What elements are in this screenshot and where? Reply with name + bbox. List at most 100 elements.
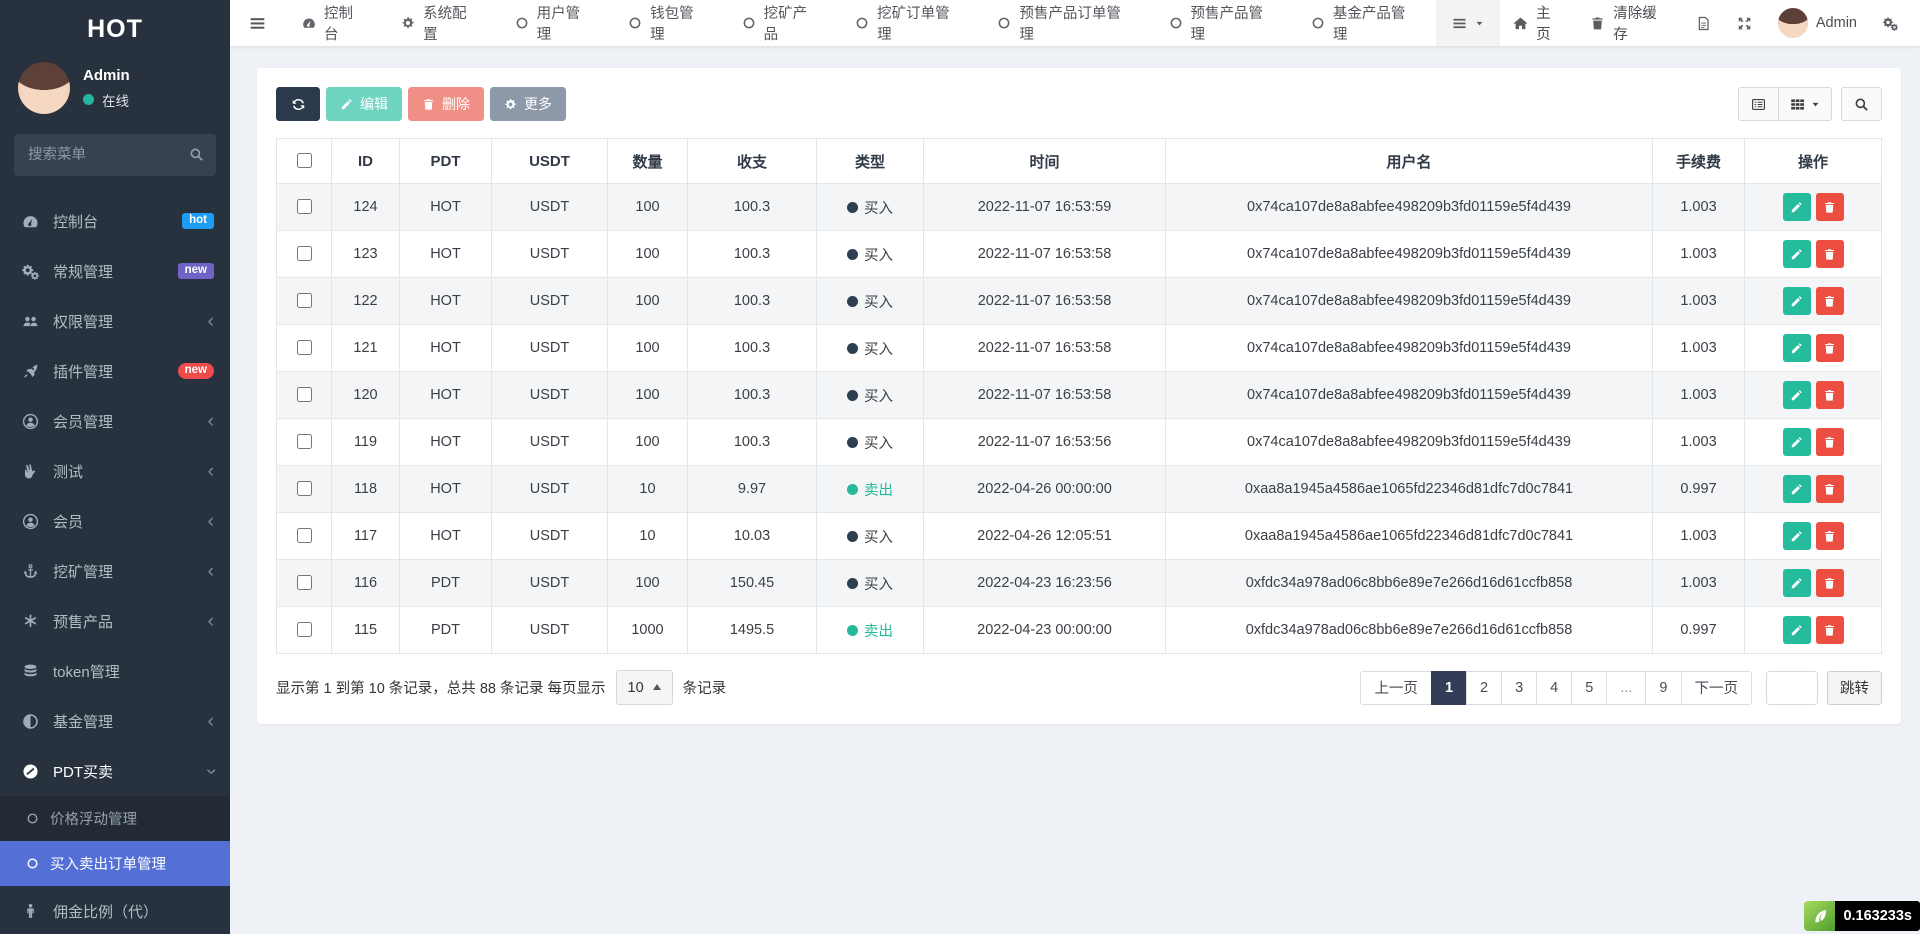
row-checkbox[interactable] xyxy=(297,528,312,543)
home-button[interactable]: 主页 xyxy=(1500,0,1577,46)
row-checkbox[interactable] xyxy=(297,434,312,449)
sidebar-item-7[interactable]: 会员 ‹ xyxy=(0,496,230,546)
online-dot-icon xyxy=(83,94,94,105)
row-edit-button[interactable] xyxy=(1782,475,1811,503)
page-size-select[interactable]: 10 xyxy=(615,670,673,705)
select-all-checkbox[interactable] xyxy=(297,153,312,168)
type-dot-icon xyxy=(847,342,858,354)
column-header-7: 时间 xyxy=(923,138,1166,184)
row-edit-button[interactable] xyxy=(1782,381,1811,409)
search-toggle-button[interactable] xyxy=(1841,87,1882,121)
clear-cache-button[interactable]: 清除缓存 xyxy=(1577,0,1683,46)
sidebar-item-8[interactable]: 挖矿管理 ‹ xyxy=(0,546,230,596)
row-edit-button[interactable] xyxy=(1782,193,1811,221)
settings-button[interactable] xyxy=(1870,0,1920,46)
row-delete-button[interactable] xyxy=(1815,428,1844,456)
row-delete-button[interactable] xyxy=(1815,381,1844,409)
sidebar-toggle[interactable] xyxy=(230,15,285,32)
columns-button[interactable] xyxy=(1778,87,1832,121)
more-button[interactable]: 更多 xyxy=(490,87,566,121)
actions-cell xyxy=(1744,183,1882,231)
topbar-menu-dropdown[interactable] xyxy=(1436,0,1501,46)
sidebar-item-11[interactable]: 基金管理 ‹ xyxy=(0,696,230,746)
sidebar-subitem-1[interactable]: 价格浮动管理 xyxy=(0,796,230,841)
row-edit-button[interactable] xyxy=(1782,287,1811,315)
refresh-button[interactable] xyxy=(276,87,320,121)
fullscreen-button[interactable] xyxy=(1724,0,1765,46)
nav-tab-1[interactable]: 控制台 xyxy=(285,0,384,46)
submenu-item-label: 买入卖出订单管理 xyxy=(50,857,166,873)
page-button-4[interactable]: 4 xyxy=(1536,670,1573,705)
sidebar-item-9[interactable]: 预售产品 ‹ xyxy=(0,596,230,646)
sidebar-item-10[interactable]: token管理 xyxy=(0,646,230,696)
row-checkbox[interactable] xyxy=(297,246,312,261)
avatar[interactable] xyxy=(18,62,70,114)
menu-search-input[interactable] xyxy=(14,134,216,176)
nav-tab-6[interactable]: 挖矿订单管理 xyxy=(838,0,980,46)
page-next-button[interactable]: 下一页 xyxy=(1680,670,1752,705)
toolbar-right xyxy=(1738,87,1882,121)
gear-icon xyxy=(401,16,415,30)
row-delete-button[interactable] xyxy=(1815,475,1844,503)
trash-icon xyxy=(422,98,435,111)
page-prev-button[interactable]: 上一页 xyxy=(1360,670,1432,705)
delete-button[interactable]: 删除 xyxy=(408,87,484,121)
row-edit-button[interactable] xyxy=(1782,522,1811,550)
row-delete-button[interactable] xyxy=(1815,287,1844,315)
user-menu[interactable]: Admin xyxy=(1765,0,1870,46)
home-icon xyxy=(1513,16,1528,31)
row-delete-button[interactable] xyxy=(1815,334,1844,362)
table-row: 121 HOT USDT 100 100.3 买入 2022-11-07 16:53:58 0… xyxy=(276,324,1882,372)
row-edit-button[interactable] xyxy=(1782,428,1811,456)
sidebar-item-2[interactable]: 常规管理 new xyxy=(0,246,230,296)
row-checkbox[interactable] xyxy=(297,387,312,402)
sidebar-item-5[interactable]: 会员管理 ‹ xyxy=(0,396,230,446)
row-delete-button[interactable] xyxy=(1815,616,1844,644)
sidebar-item-4[interactable]: 插件管理 new xyxy=(0,346,230,396)
row-edit-button[interactable] xyxy=(1782,616,1811,644)
nav-tab-2[interactable]: 系统配置 xyxy=(384,0,498,46)
row-checkbox[interactable] xyxy=(297,293,312,308)
page-button-2[interactable]: 2 xyxy=(1466,670,1503,705)
sidebar-item-13[interactable]: 佣金比例（代） xyxy=(0,886,230,934)
sidebar-item-3[interactable]: 权限管理 ‹ xyxy=(0,296,230,346)
row-checkbox[interactable] xyxy=(297,622,312,637)
page-jump-button[interactable]: 跳转 xyxy=(1827,670,1882,705)
row-checkbox[interactable] xyxy=(297,199,312,214)
language-button[interactable] xyxy=(1683,0,1724,46)
page-button-9[interactable]: 9 xyxy=(1645,670,1682,705)
page-button-3[interactable]: 3 xyxy=(1501,670,1538,705)
nav-tab-7[interactable]: 预售产品订单管理 xyxy=(980,0,1151,46)
toggle-view-button[interactable] xyxy=(1738,87,1779,121)
row-delete-button[interactable] xyxy=(1815,193,1844,221)
page-button-1[interactable]: 1 xyxy=(1430,670,1468,705)
row-delete-button[interactable] xyxy=(1815,240,1844,268)
nav-tab-5[interactable]: 挖矿产品 xyxy=(725,0,839,46)
row-checkbox[interactable] xyxy=(297,481,312,496)
usdt-cell: USDT xyxy=(491,324,608,372)
row-checkbox[interactable] xyxy=(297,340,312,355)
row-delete-button[interactable] xyxy=(1815,522,1844,550)
nav-tab-9[interactable]: 基金产品管理 xyxy=(1294,0,1436,46)
row-delete-button[interactable] xyxy=(1815,569,1844,597)
row-checkbox[interactable] xyxy=(297,575,312,590)
nav-tab-4[interactable]: 钱包管理 xyxy=(611,0,725,46)
username-cell: 0x74ca107de8a8abfee498209b3fd01159e5f4d4… xyxy=(1165,183,1653,231)
edit-button[interactable]: 编辑 xyxy=(326,87,402,121)
row-edit-button[interactable] xyxy=(1782,334,1811,362)
id-cell: 124 xyxy=(331,183,400,231)
id-cell: 118 xyxy=(331,465,400,513)
row-edit-button[interactable] xyxy=(1782,569,1811,597)
page-jump-input[interactable] xyxy=(1766,670,1818,705)
table-row: 124 HOT USDT 100 100.3 买入 2022-11-07 16:53:59 0… xyxy=(276,183,1882,231)
sidebar-item-12[interactable]: PDT买卖 ‹ xyxy=(0,746,230,796)
type-badge: 买入 xyxy=(823,432,917,453)
sidebar-subitem-2[interactable]: 买入卖出订单管理 xyxy=(0,841,230,886)
row-edit-button[interactable] xyxy=(1782,240,1811,268)
nav-tab-3[interactable]: 用户管理 xyxy=(498,0,612,46)
page-button-5[interactable]: 5 xyxy=(1571,670,1608,705)
nav-tab-8[interactable]: 预售产品管理 xyxy=(1152,0,1294,46)
sidebar-item-1[interactable]: 控制台 hot xyxy=(0,196,230,246)
sidebar-item-6[interactable]: 测试 ‹ xyxy=(0,446,230,496)
